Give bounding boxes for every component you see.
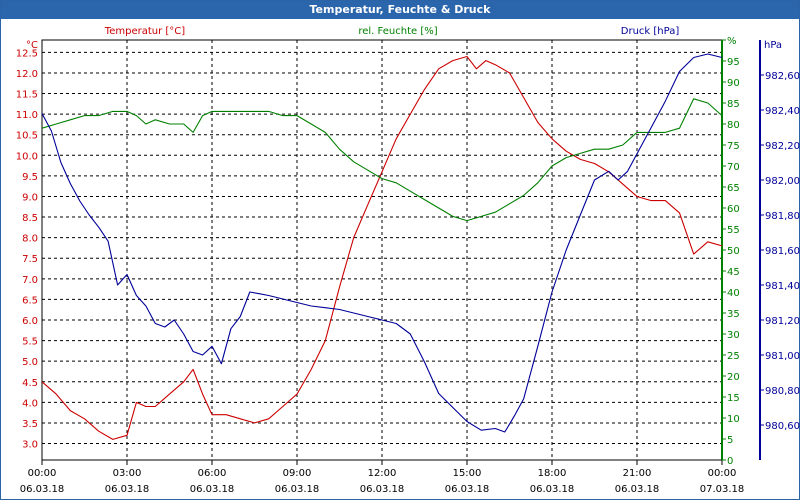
- y-tick-pressure: 981,60: [765, 246, 800, 257]
- y-tick-humidity: 0: [727, 456, 733, 467]
- x-tick-time: 06:00: [198, 468, 227, 479]
- series-line-temperature: [41, 55, 723, 440]
- y-tick-humidity: %: [727, 36, 737, 47]
- y-tick-humidity: 45: [727, 267, 740, 278]
- y-tick-pressure: 982,20: [765, 141, 800, 152]
- y-tick-temperature: 5.5: [22, 337, 38, 348]
- y-tick-temperature: 4.5: [22, 378, 38, 389]
- y-tick-humidity: 75: [727, 141, 740, 152]
- axis-label-temperature: Temperatur [°C]: [104, 26, 185, 37]
- y-tick-temperature: 10.5: [16, 131, 38, 142]
- y-tick-humidity: 60: [727, 204, 740, 215]
- x-tick-date: 06.03.18: [20, 484, 65, 495]
- pressure-unit: hPa: [764, 40, 782, 51]
- y-tick-humidity: 70: [727, 162, 740, 173]
- y-tick-pressure: 981,80: [765, 211, 800, 222]
- y-tick-temperature: 8.5: [22, 213, 38, 224]
- y-tick-temperature: 12.0: [16, 69, 38, 80]
- y-tick-pressure: 982,40: [765, 106, 800, 117]
- x-tick-time: 09:00: [283, 468, 312, 479]
- axis-label-pressure: Druck [hPa]: [621, 26, 680, 37]
- y-tick-pressure: 981,20: [765, 316, 800, 327]
- y-tick-humidity: 25: [727, 351, 740, 362]
- y-tick-humidity: 5: [727, 435, 733, 446]
- y-tick-humidity: 80: [727, 120, 740, 131]
- y-tick-humidity: 10: [727, 414, 740, 425]
- y-tick-temperature: 7.0: [22, 275, 38, 286]
- y-tick-pressure: 980,80: [765, 386, 800, 397]
- y-tick-humidity: 55: [727, 225, 740, 236]
- y-tick-temperature: 9.0: [22, 192, 38, 203]
- y-tick-pressure: 980,60: [765, 421, 800, 432]
- x-tick-time: 03:00: [113, 468, 142, 479]
- window-title: Temperatur, Feuchte & Druck: [1, 1, 799, 19]
- y-tick-humidity: 90: [727, 78, 740, 89]
- x-tick-date: 06.03.18: [530, 484, 575, 495]
- y-tick-humidity: 30: [727, 330, 740, 341]
- y-tick-temperature: 7.5: [22, 254, 38, 265]
- y-tick-humidity: 85: [727, 99, 740, 110]
- y-tick-humidity: 50: [727, 246, 740, 257]
- x-tick-date: 06.03.18: [445, 484, 490, 495]
- x-tick-date: 06.03.18: [360, 484, 405, 495]
- x-tick-time: 21:00: [623, 468, 652, 479]
- y-tick-temperature: 9.5: [22, 172, 38, 183]
- x-tick-date: 06.03.18: [615, 484, 660, 495]
- y-tick-temperature: 11.0: [16, 110, 38, 121]
- temperature-unit: °C: [26, 40, 38, 51]
- y-tick-humidity: 15: [727, 393, 740, 404]
- y-tick-temperature: 11.5: [16, 90, 38, 101]
- y-tick-humidity: 35: [727, 309, 740, 320]
- y-tick-humidity: 95: [727, 57, 740, 68]
- x-tick-time: 00:00: [708, 468, 737, 479]
- x-tick-time: 18:00: [538, 468, 567, 479]
- x-tick-date: 06.03.18: [105, 484, 150, 495]
- x-tick-time: 12:00: [368, 468, 397, 479]
- y-tick-pressure: 982,00: [765, 176, 800, 187]
- x-tick-time: 15:00: [453, 468, 482, 479]
- y-tick-temperature: 6.5: [22, 295, 38, 306]
- y-tick-humidity: 20: [727, 372, 740, 383]
- x-tick-date: 06.03.18: [190, 484, 235, 495]
- series-line-pressure: [41, 53, 723, 433]
- y-tick-temperature: 6.0: [22, 316, 38, 327]
- y-tick-pressure: 982,60: [765, 71, 800, 82]
- y-tick-pressure: 981,40: [765, 281, 800, 292]
- series-line-humidity: [41, 98, 723, 222]
- y-tick-temperature: 4.0: [22, 398, 38, 409]
- y-tick-humidity: 40: [727, 288, 740, 299]
- x-tick-date: 06.03.18: [275, 484, 320, 495]
- y-tick-temperature: 12.5: [16, 48, 38, 59]
- x-tick-time: 00:00: [28, 468, 57, 479]
- x-tick-date: 07.03.18: [700, 484, 745, 495]
- y-tick-temperature: 8.0: [22, 234, 38, 245]
- y-tick-temperature: 3.5: [22, 419, 38, 430]
- axis-label-humidity: rel. Feuchte [%]: [358, 26, 437, 37]
- y-tick-temperature: 10.0: [16, 151, 38, 162]
- y-tick-temperature: 5.0: [22, 357, 38, 368]
- y-tick-humidity: 65: [727, 183, 740, 194]
- y-tick-temperature: 3.0: [22, 440, 38, 451]
- y-tick-pressure: 981,00: [765, 351, 800, 362]
